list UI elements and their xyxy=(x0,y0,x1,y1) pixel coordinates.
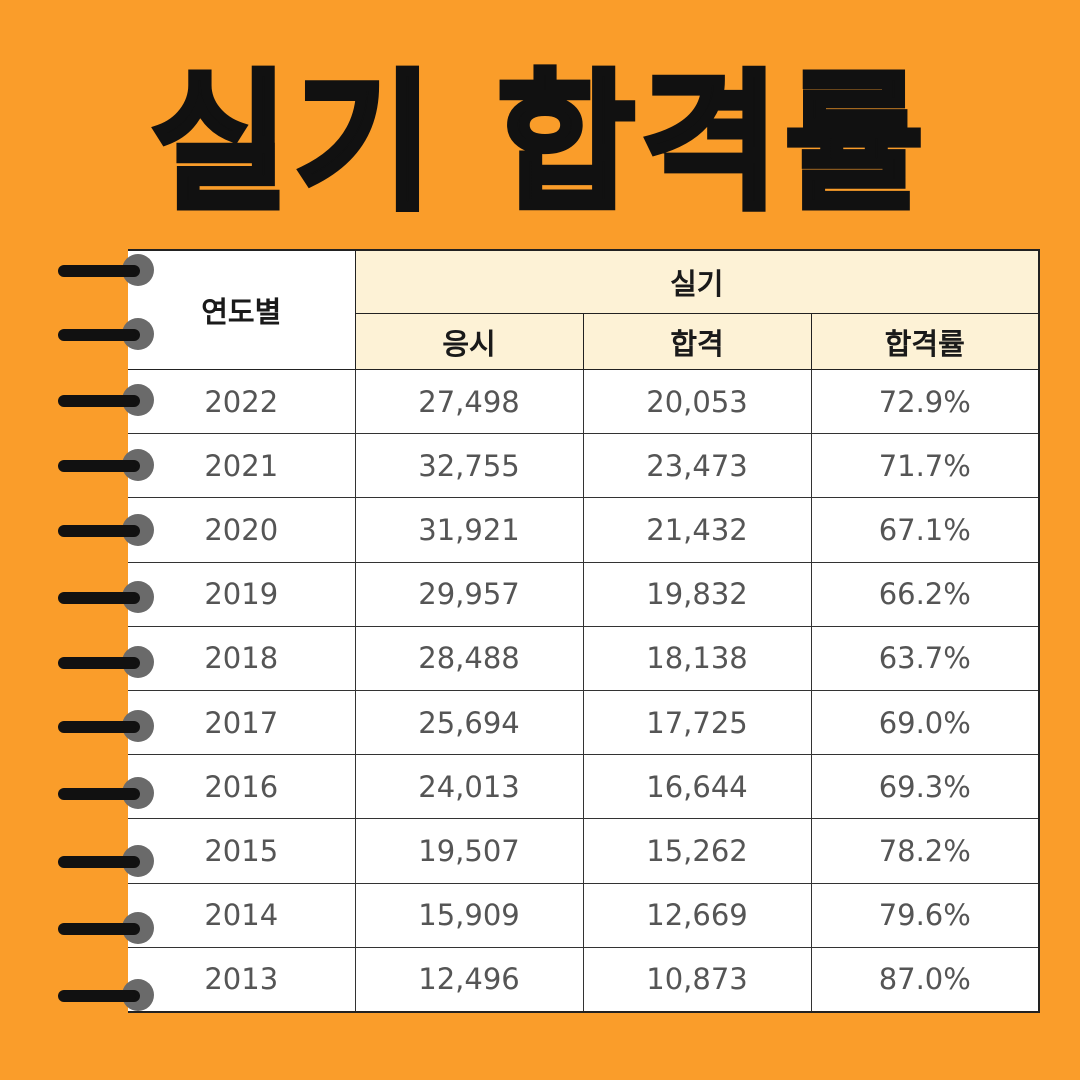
pass-rate-cell: 87.0% xyxy=(810,946,1040,1013)
spiral-ring-icon xyxy=(58,384,154,418)
pass-rate-cell: 66.2% xyxy=(810,561,1040,627)
table-row: 2017 25,694 17,725 69.0% xyxy=(128,689,1040,756)
year-cell: 2014 xyxy=(128,882,356,948)
pass-rate-cell: 67.1% xyxy=(810,497,1040,563)
applicants-cell: 29,957 xyxy=(354,561,584,627)
table-row: 2014 15,909 12,669 79.6% xyxy=(128,882,1040,948)
spiral-ring-icon xyxy=(58,514,154,548)
practical-group-header: 실기 xyxy=(354,249,1040,314)
table-body: 2022 27,498 20,053 72.9% 2021 32,755 23,473 71.… xyxy=(128,368,1040,1013)
spiral-ring-icon xyxy=(58,581,154,615)
spiral-ring-icon xyxy=(58,254,154,288)
spiral-ring-icon xyxy=(58,646,154,680)
table-row: 2021 32,755 23,473 71.7% xyxy=(128,433,1040,499)
passed-cell: 21,432 xyxy=(582,497,812,563)
applicants-cell: 12,496 xyxy=(354,946,584,1013)
year-cell: 2020 xyxy=(128,497,356,563)
pass-rate-column-header: 합격률 xyxy=(810,313,1040,370)
ring-wire xyxy=(58,525,136,537)
passed-column-header: 합격 xyxy=(582,313,812,370)
table-row: 2019 29,957 19,832 66.2% xyxy=(128,561,1040,627)
applicants-cell: 25,694 xyxy=(354,689,584,756)
ring-wire xyxy=(58,923,136,935)
year-cell: 2015 xyxy=(128,818,356,884)
applicants-cell: 31,921 xyxy=(354,497,584,563)
year-cell: 2013 xyxy=(128,946,356,1013)
passed-cell: 10,873 xyxy=(582,946,812,1013)
table-row: 2022 27,498 20,053 72.9% xyxy=(128,368,1040,435)
passed-cell: 15,262 xyxy=(582,818,812,884)
year-cell: 2021 xyxy=(128,433,356,499)
ring-wire xyxy=(58,265,136,277)
spiral-ring-icon xyxy=(58,845,154,879)
ring-wire xyxy=(58,592,136,604)
spiral-ring-icon xyxy=(58,777,154,811)
ring-wire xyxy=(58,721,136,733)
spiral-ring-icon xyxy=(58,318,154,352)
table-row: 2018 28,488 18,138 63.7% xyxy=(128,625,1040,691)
pass-rate-cell: 71.7% xyxy=(810,433,1040,499)
passed-cell: 17,725 xyxy=(582,689,812,756)
pass-rate-cell: 79.6% xyxy=(810,882,1040,948)
passed-cell: 19,832 xyxy=(582,561,812,627)
ring-wire xyxy=(58,395,136,407)
year-cell: 2016 xyxy=(128,754,356,820)
spiral-binding xyxy=(0,0,170,1080)
applicants-cell: 28,488 xyxy=(354,625,584,691)
ring-wire xyxy=(58,460,136,472)
spiral-ring-icon xyxy=(58,710,154,744)
pass-rate-cell: 72.9% xyxy=(810,368,1040,435)
page-title: 실기 합격률 xyxy=(148,54,930,234)
ring-wire xyxy=(58,990,136,1002)
pass-rate-cell: 63.7% xyxy=(810,625,1040,691)
ring-wire xyxy=(58,657,136,669)
applicants-cell: 15,909 xyxy=(354,882,584,948)
year-cell: 2017 xyxy=(128,689,356,756)
table-row: 2015 19,507 15,262 78.2% xyxy=(128,818,1040,884)
ring-wire xyxy=(58,856,136,868)
passed-cell: 12,669 xyxy=(582,882,812,948)
spiral-ring-icon xyxy=(58,979,154,1013)
applicants-cell: 27,498 xyxy=(354,368,584,435)
spiral-ring-icon xyxy=(58,912,154,946)
applicants-column-header: 응시 xyxy=(354,313,584,370)
passed-cell: 18,138 xyxy=(582,625,812,691)
pass-rate-table: 연도별 실기 응시 합격 합격률 2022 27,498 20,053 72.9% 20… xyxy=(128,249,1041,1013)
ring-wire xyxy=(58,788,136,800)
pass-rate-cell: 69.0% xyxy=(810,689,1040,756)
applicants-cell: 32,755 xyxy=(354,433,584,499)
applicants-cell: 19,507 xyxy=(354,818,584,884)
passed-cell: 23,473 xyxy=(582,433,812,499)
table-row: 2020 31,921 21,432 67.1% xyxy=(128,497,1040,563)
year-cell: 2022 xyxy=(128,368,356,435)
year-column-header: 연도별 xyxy=(128,249,356,370)
pass-rate-cell: 69.3% xyxy=(810,754,1040,820)
passed-cell: 20,053 xyxy=(582,368,812,435)
table-row: 2013 12,496 10,873 87.0% xyxy=(128,946,1040,1013)
ring-wire xyxy=(58,329,136,341)
applicants-cell: 24,013 xyxy=(354,754,584,820)
table-row: 2016 24,013 16,644 69.3% xyxy=(128,754,1040,820)
pass-rate-cell: 78.2% xyxy=(810,818,1040,884)
spiral-ring-icon xyxy=(58,449,154,483)
passed-cell: 16,644 xyxy=(582,754,812,820)
